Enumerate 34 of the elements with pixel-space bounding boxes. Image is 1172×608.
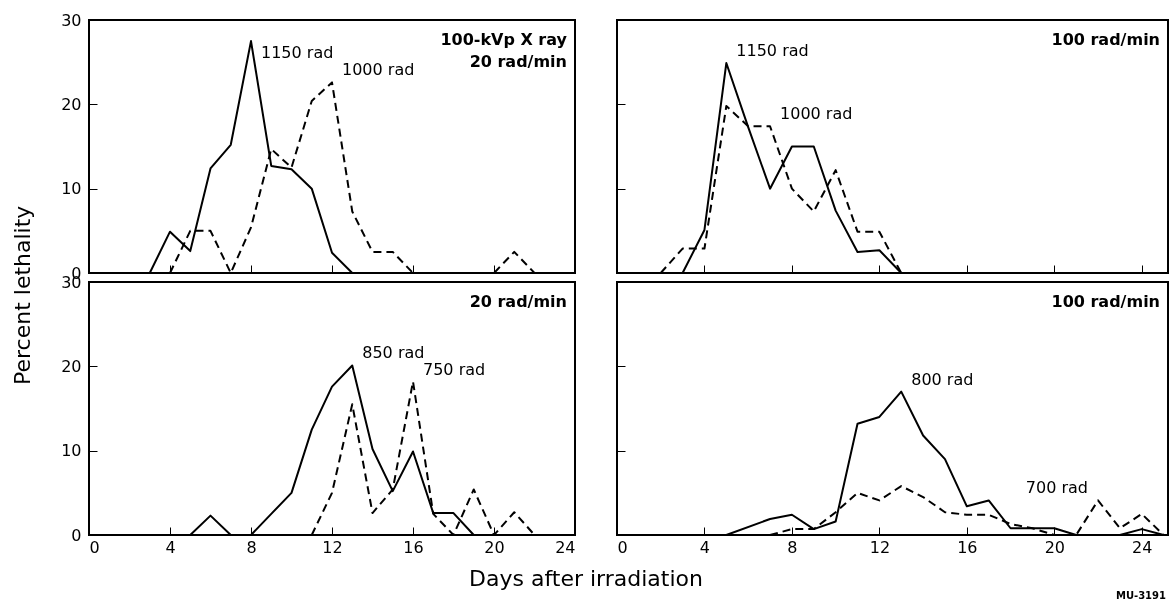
series-label: 1000 rad <box>342 60 415 80</box>
text: 100 rad/min <box>1051 292 1160 311</box>
series-label: 1150 rad <box>736 41 809 61</box>
text: MU-3191 <box>1115 590 1166 601</box>
series-label: 750 rad <box>423 359 486 379</box>
y-tick-label: 20 <box>61 94 82 114</box>
x-tick-label: 4 <box>165 537 176 557</box>
text: 100-kVp X ray 20 rad/min <box>440 30 568 71</box>
series-label: 800 rad <box>911 369 974 389</box>
x-tick-label: 0 <box>617 537 628 557</box>
y-tick-label: 10 <box>61 441 82 461</box>
y-tick-label: 10 <box>61 179 82 199</box>
y-tick-label: 20 <box>61 356 82 376</box>
x-tick-label: 8 <box>246 537 257 557</box>
series-label: 700 rad <box>1025 478 1089 498</box>
x-tick-label: 16 <box>403 537 424 557</box>
x-tick-label: 24 <box>1132 537 1153 557</box>
x-tick-label: 20 <box>1044 537 1065 557</box>
text: 100 rad/min <box>1051 30 1160 49</box>
x-tick-label: 0 <box>89 537 100 557</box>
x-tick-label: 8 <box>787 537 798 557</box>
series-label: 1000 rad <box>780 104 853 124</box>
x-axis-title: Days after irradiation <box>468 566 704 591</box>
x-tick-label: 16 <box>957 537 978 557</box>
x-tick-label: 20 <box>484 537 505 557</box>
x-tick-label: 12 <box>322 537 343 557</box>
x-tick-label: 24 <box>555 537 576 557</box>
series-label: 1150 rad <box>261 43 334 63</box>
text: 20 rad/min <box>469 292 567 311</box>
x-tick-label: 4 <box>699 537 711 557</box>
y-tick-label: 30 <box>61 10 82 30</box>
x-tick-label: 12 <box>869 537 891 557</box>
y-axis-title: Percent lethality <box>10 205 35 385</box>
series-label: 850 rad <box>362 343 425 363</box>
